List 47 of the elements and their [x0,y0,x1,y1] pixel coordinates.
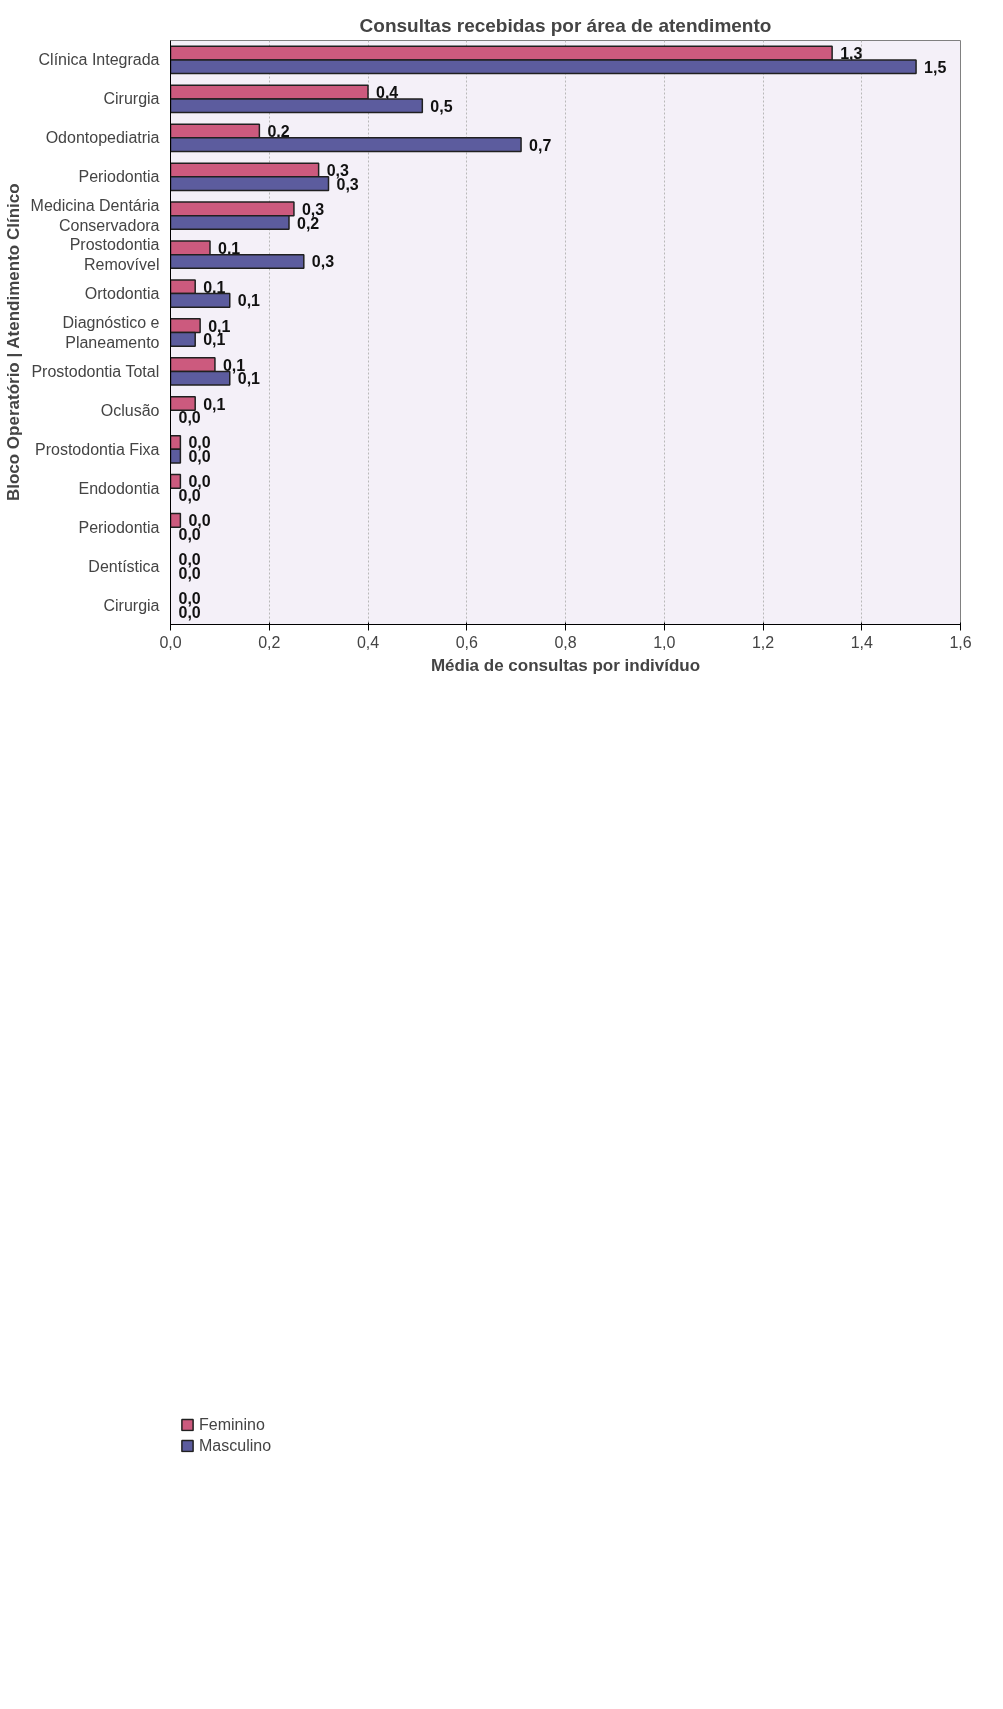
x-tick-label: 0,8 [554,633,577,651]
y-tick-label: Oclusão [100,401,160,419]
data-label: 0,0 [188,434,211,452]
y-tick-label: Prostodontia Removível [69,235,160,274]
x-tick-label: 0,4 [356,633,380,651]
x-tick-label: 1,6 [949,633,972,651]
y-tick-label: Medicina Dentária Conservadora [30,197,160,235]
y-tick-label: Prostodontia Fixa [34,440,160,458]
y-tick-label: Diagnóstico e Planeamento [62,313,160,352]
y-tick-label: Endodontia [78,479,160,497]
bar [170,395,196,412]
chart-title: Consultas recebidas por área de atendimento [359,14,772,36]
x-tick-label: 1,0 [653,633,676,651]
data-label: 0,0 [188,473,211,491]
y-tick-label: Cirurgia [103,596,160,614]
data-label: 0,5 [430,97,453,115]
x-tick-label: 0,2 [258,633,281,651]
x-axis-title: Média de consultas por indivíduo [430,655,701,675]
y-tick-label: Odontopediatria [45,129,160,147]
y-tick-label: Ortodontia [84,285,160,303]
data-label: 0,0 [178,409,201,427]
data-label: 0,7 [529,136,552,154]
data-label: 0,1 [203,395,226,413]
x-tick-label: 1,2 [751,633,775,651]
x-tick-label: 0,0 [159,633,182,651]
x-tick-label: 0,6 [455,633,478,651]
y-tick-label: Cirurgia [103,90,160,108]
y-axis-title: Bloco Operatório | Atendimento Clínico [3,183,23,502]
legend-label: Feminino [199,1415,265,1433]
x-tick-label: 1,4 [850,633,873,651]
y-tick-label: Clínica Integrada [38,51,160,69]
data-label: 0,4 [376,84,399,102]
data-label: 0,1 [237,292,261,310]
bar [170,512,182,528]
data-label: 0,1 [218,239,241,257]
y-tick-label: Dentística [88,557,160,575]
data-label: 0,1 [208,317,231,335]
data-label: 1,5 [924,58,947,76]
data-label: 1,3 [840,45,863,63]
data-label: 0,2 [267,123,290,141]
data-label: 0,3 [311,253,335,271]
y-tick-label: Periodontia [78,168,160,186]
y-tick-label: Prostodontia Total [31,362,160,380]
data-label: 0,1 [203,278,226,296]
y-tick-label: Periodontia [78,518,160,536]
legend-label: Masculino [199,1436,272,1454]
bar [170,473,182,489]
